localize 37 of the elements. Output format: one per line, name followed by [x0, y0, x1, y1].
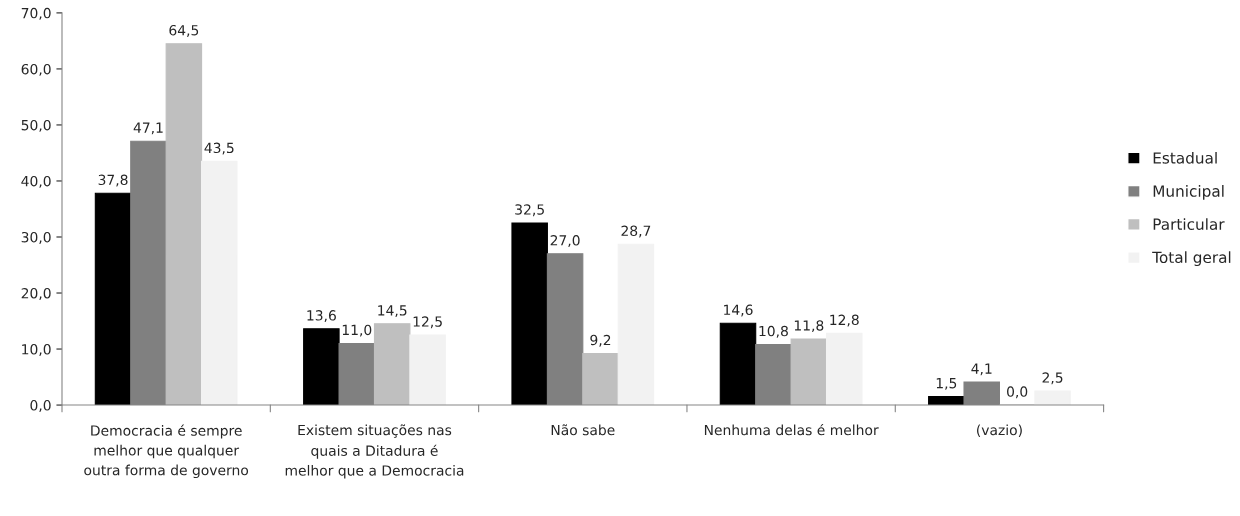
- data-label: 28,7: [621, 225, 651, 238]
- legend-label: Municipal: [1153, 185, 1224, 200]
- data-label: 14,5: [378, 305, 407, 317]
- data-label: 9,2: [590, 334, 611, 347]
- x-tick-label: (vazio): [977, 424, 1022, 437]
- data-label: 1,5: [936, 378, 957, 390]
- x-tick-label: Não sabe: [551, 424, 615, 436]
- x-tick-label: Existem situações nas quais a Ditadura é melhor que a Democracia: [285, 424, 464, 479]
- data-label: 13,6: [307, 310, 336, 323]
- data-label: 11,0: [342, 324, 372, 337]
- legend-label: Total geral: [1152, 251, 1231, 267]
- data-label: 14,6: [724, 304, 753, 317]
- x-tick-label: Nenhuma delas é melhor: [704, 423, 879, 436]
- data-label: 2,5: [1042, 372, 1063, 385]
- y-tick-label: 50,0: [21, 119, 51, 132]
- y-tick-label: 30,0: [21, 231, 51, 244]
- data-label: 12,5: [413, 316, 442, 329]
- legend-label: Estadual: [1153, 151, 1217, 164]
- y-tick-label: 10,0: [22, 344, 51, 356]
- x-tick-label: Democracia é sempre melhor que qualquer outra forma de governo: [84, 424, 249, 479]
- y-tick-label: 0,0: [30, 400, 51, 412]
- legend-label: Particular: [1153, 218, 1225, 230]
- y-tick-label: 70,0: [21, 7, 51, 20]
- data-label: 0,0: [1007, 386, 1028, 399]
- data-label: 10,8: [759, 325, 788, 338]
- y-tick-label: 40,0: [21, 175, 51, 188]
- y-tick-label: 60,0: [21, 63, 51, 76]
- data-label: 47,1: [133, 122, 163, 135]
- data-label: 64,5: [169, 24, 199, 37]
- data-label: 43,5: [204, 142, 234, 155]
- data-label: 11,8: [794, 320, 824, 333]
- data-label: 27,0: [550, 235, 580, 247]
- data-label: 32,5: [515, 204, 544, 217]
- data-label: 12,8: [830, 314, 859, 327]
- y-tick-label: 20,0: [21, 287, 51, 300]
- data-label: 37,8: [98, 174, 128, 187]
- data-label: 4,1: [971, 363, 992, 376]
